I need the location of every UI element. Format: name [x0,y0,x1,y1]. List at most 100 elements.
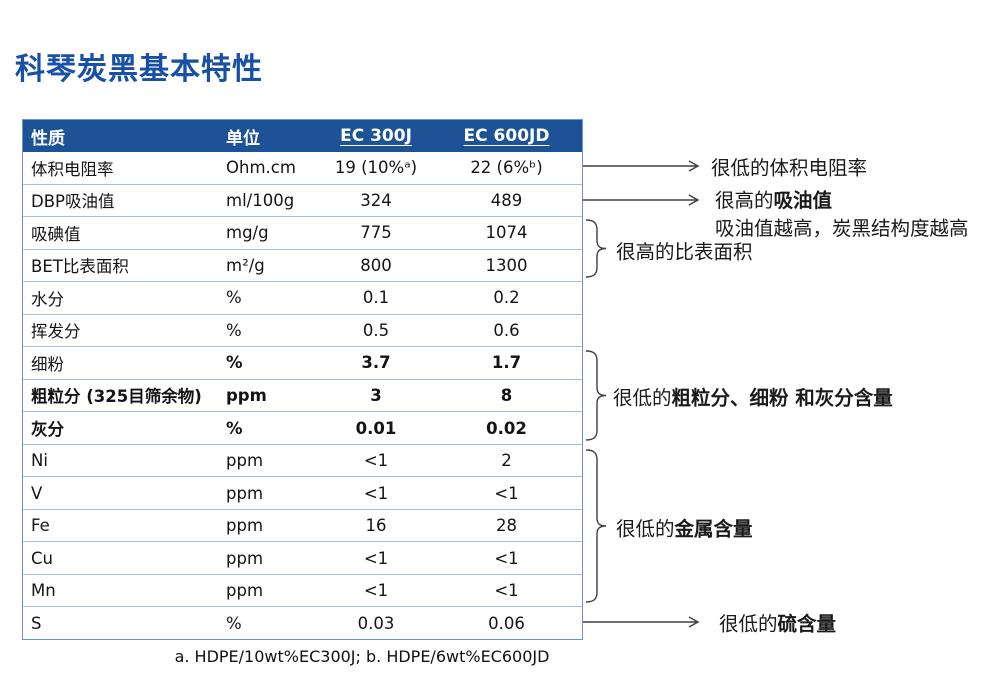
properties-table: 性质 单位 EC 300J EC 600JD 体积电阻率 Ohm.cm 19 (… [22,119,583,640]
unit-cell: ppm [226,483,264,503]
unit-cell: m²/g [226,255,265,275]
annotation-oil-sub: 吸油值越高，炭黑结构度越高 [715,216,969,240]
unit-cell: % [226,288,242,308]
annotation-particles: 很低的粗粒分、细粉 和灰分含量 [613,386,893,410]
ec600jd-value-cell: 1300 [485,255,528,275]
ec600jd-value-cell: 0.6 [493,320,520,340]
table-row: 体积电阻率 Ohm.cm 19 (10%ᵃ) 22 (6%ᵇ) [23,152,582,184]
property-cell: 挥发分 [31,322,81,342]
ec300j-value-cell: 775 [360,223,392,243]
annotation-resistivity: 很低的体积电阻率 [711,152,867,181]
ec300j-value-cell: 324 [360,190,392,210]
annotation-surface-area-text: 很高的比表面积 [616,240,753,264]
annotation-oil: 很高的吸油值 吸油值越高，炭黑结构度越高 [715,187,969,242]
table-row: S % 0.03 0.06 [23,606,582,639]
property-cell: V [31,483,43,503]
table-row: 挥发分 % 0.5 0.6 [23,313,582,347]
unit-cell: ppm [226,451,264,471]
unit-cell: mg/g [226,223,269,243]
annotation-oil-main: 很高的吸油值 [715,189,833,212]
annotation-resistivity-text: 很低的体积电阻率 [711,156,868,180]
property-cell: Mn [31,581,56,601]
table-row: DBP吸油值 ml/100g 324 489 [23,183,582,217]
table-body: 体积电阻率 Ohm.cm 19 (10%ᵃ) 22 (6%ᵇ) DBP吸油值 m… [23,152,582,639]
column-header-property-label: 性质 [31,128,65,149]
table-footnote: a. HDPE/10wt%EC300J; b. HDPE/6wt%EC600JD [174,647,550,666]
table-row: 灰分 % 0.01 0.02 [23,411,582,444]
ec300j-value-cell: <1 [363,483,389,503]
column-header-property: 性质 [23,120,226,152]
table-header-row: 性质 单位 EC 300J EC 600JD [23,120,582,152]
table-row: Fe ppm 16 28 [23,508,582,542]
ec600jd-value-cell: 28 [496,516,517,536]
table-row: 细粉 % 3.7 1.7 [23,346,582,379]
ec300j-value-cell: 16 [365,516,387,536]
property-cell: S [31,613,42,633]
arrow-oil-absorption [583,194,700,206]
property-cell: 吸碘值 [31,224,81,244]
ec600jd-value-cell: 0.06 [488,613,525,633]
ec300j-value-cell: 0.01 [355,418,397,438]
unit-cell: ppm [226,385,267,405]
table-row: 粗粒分 (325目筛余物) ppm 3 8 [23,378,582,412]
ec600jd-value-cell: 2 [501,451,512,471]
ec600jd-value-cell: 1.7 [491,353,522,373]
arrow-sulfur [583,616,700,628]
unit-cell: ppm [226,548,264,568]
ec600jd-value-cell: 8 [500,385,513,405]
ec300j-value-cell: 0.1 [362,288,390,308]
property-cell: Fe [31,516,50,536]
ec600jd-value-cell: <1 [494,581,519,601]
bracket-surface-area [585,219,607,278]
annotation-metals: 很低的金属含量 [616,517,753,541]
column-header-unit: 单位 [226,120,321,152]
unit-cell: % [226,418,243,438]
property-cell: 粗粒分 (325目筛余物) [31,387,202,407]
ec600jd-value-cell: 1074 [485,223,528,243]
ec300j-value-cell: 800 [360,255,392,275]
unit-cell: ppm [226,581,264,601]
table-row: Ni ppm <1 2 [23,443,582,477]
annotation-sulfur: 很低的硫含量 [719,612,837,636]
property-cell: Cu [31,548,53,568]
ec300j-value-cell: 19 (10%ᵃ) [334,158,418,178]
unit-cell: % [226,320,242,340]
unit-cell: Ohm.cm [226,158,296,178]
table-row: V ppm <1 <1 [23,476,582,509]
column-header-ec300j-label: EC 300J [340,126,412,146]
property-cell: BET比表面积 [31,257,129,277]
property-cell: 灰分 [31,420,64,440]
table-row: BET比表面积 m²/g 800 1300 [23,248,582,282]
ec300j-value-cell: <1 [363,548,389,568]
table-row: Mn ppm <1 <1 [23,573,582,607]
property-cell: 水分 [31,289,64,309]
arrow-resistivity [583,160,700,172]
ec600jd-value-cell: 489 [490,190,523,210]
table-row: 水分 % 0.1 0.2 [23,281,582,314]
bracket-metals [585,449,607,603]
ec600jd-value-cell: 0.2 [493,288,520,308]
ec300j-value-cell: 3.7 [361,353,391,373]
property-cell: 体积电阻率 [31,159,114,179]
table-row: Cu ppm <1 <1 [23,541,582,574]
ec300j-value-cell: 0.03 [357,613,395,633]
unit-cell: ml/100g [226,190,295,210]
column-header-unit-label: 单位 [226,128,260,149]
property-cell: 细粉 [31,354,64,374]
ec300j-value-cell: 0.5 [362,320,390,340]
unit-cell: % [226,613,242,633]
ec300j-value-cell: <1 [363,581,389,601]
table-row: 吸碘值 mg/g 775 1074 [23,216,582,249]
property-cell: Ni [31,451,48,471]
ec600jd-value-cell: 22 (6%ᵇ) [470,158,543,178]
unit-cell: % [226,353,243,373]
property-cell: DBP吸油值 [31,192,115,212]
column-header-ec600jd-label: EC 600JD [463,126,550,146]
column-header-ec600jd: EC 600JD [431,120,582,152]
annotation-surface-area: 很高的比表面积 [616,236,753,265]
ec600jd-value-cell: 0.02 [486,418,527,438]
column-header-ec300j: EC 300J [321,120,431,152]
unit-cell: ppm [226,516,264,536]
ec600jd-value-cell: <1 [494,483,519,503]
